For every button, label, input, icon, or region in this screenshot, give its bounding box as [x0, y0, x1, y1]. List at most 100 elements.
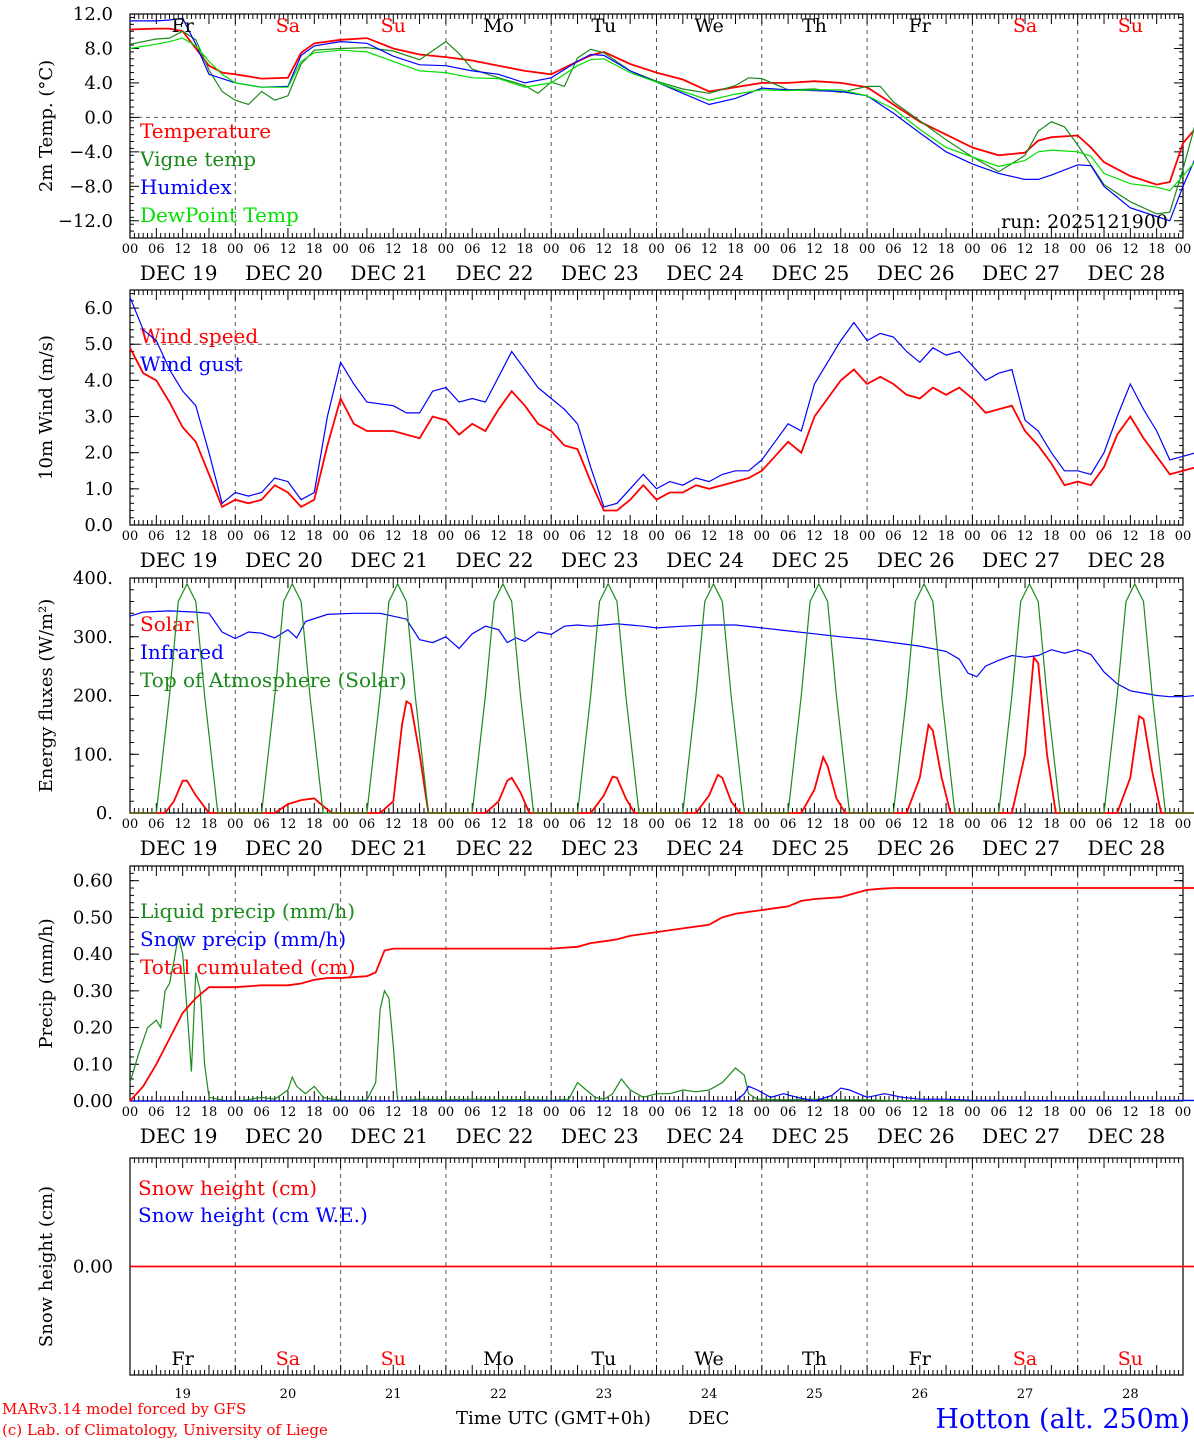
legend-entry: Solar — [140, 612, 194, 636]
y-tick-label: 300. — [73, 627, 113, 648]
date-label: DEC 20 — [245, 836, 323, 860]
hour-tick-label: 12 — [490, 529, 507, 544]
hour-tick-label: 06 — [464, 242, 481, 257]
y-tick-label: 0.0 — [84, 107, 113, 128]
hour-tick-label: 00 — [543, 1105, 560, 1120]
hour-tick-label: 18 — [727, 242, 744, 257]
hour-tick-label: 12 — [1017, 817, 1034, 832]
hour-tick-label: 12 — [1122, 529, 1139, 544]
date-label: DEC 26 — [877, 261, 955, 285]
date-label: DEC 28 — [1087, 1124, 1165, 1148]
hour-tick-label: 06 — [253, 529, 270, 544]
hour-tick-label: 12 — [701, 242, 718, 257]
hour-tick-label: 00 — [859, 817, 876, 832]
y-tick-label: 0.20 — [73, 1018, 113, 1039]
hour-tick-label: 00 — [648, 1105, 665, 1120]
series-line-snow-precip-mm-h- — [130, 1085, 1194, 1102]
hour-tick-label: 12 — [385, 529, 402, 544]
y-tick-label: 1.0 — [84, 479, 113, 500]
y-axis-label: Precip (mm/h) — [36, 918, 57, 1048]
weekday-label: Th — [802, 1348, 827, 1370]
hour-tick-label: 00 — [648, 817, 665, 832]
y-tick-label: 12.0 — [73, 4, 113, 25]
y-tick-label: 4.0 — [84, 370, 113, 391]
hour-tick-label: 06 — [148, 817, 165, 832]
legend-entry: Top of Atmosphere (Solar) — [140, 668, 407, 692]
day-number-label: 20 — [280, 1387, 297, 1402]
weekday-label: Su — [1118, 15, 1143, 37]
hour-tick-label: 06 — [359, 242, 376, 257]
hour-tick-label: 18 — [201, 1105, 218, 1120]
date-label: DEC 25 — [772, 836, 850, 860]
y-tick-label: 0.10 — [73, 1054, 113, 1075]
hour-tick-label: 00 — [1069, 817, 1086, 832]
hour-tick-label: 12 — [1122, 242, 1139, 257]
hour-tick-label: 00 — [859, 529, 876, 544]
date-label: DEC 24 — [666, 261, 744, 285]
hour-tick-label: 06 — [359, 817, 376, 832]
legend-entry: Liquid precip (mm/h) — [140, 899, 355, 923]
hour-tick-label: 12 — [911, 1105, 928, 1120]
hour-tick-label: 00 — [438, 242, 455, 257]
hour-tick-label: 12 — [385, 242, 402, 257]
hour-tick-label: 18 — [517, 817, 534, 832]
y-axis-label: Energy fluxes (W/m²) — [36, 599, 57, 793]
hour-tick-label: 12 — [490, 817, 507, 832]
y-axis-label: 10m Wind (m/s) — [36, 335, 57, 480]
series-line-top-of-atmosphere-solar- — [130, 582, 1194, 814]
series-line-vigne-temp — [129, 30, 1194, 215]
hour-tick-label: 00 — [543, 242, 560, 257]
hour-tick-label: 06 — [990, 1105, 1007, 1120]
date-label: DEC 28 — [1087, 261, 1165, 285]
hour-tick-label: 12 — [806, 529, 823, 544]
date-label: DEC 25 — [772, 1124, 850, 1148]
series-line-solar — [130, 654, 1194, 814]
legend-entry: DewPoint Temp — [140, 203, 299, 227]
legend-entry: Snow height (cm) — [138, 1176, 317, 1200]
hour-tick-label: 06 — [675, 242, 692, 257]
weekday-label: Sa — [276, 15, 300, 37]
hour-tick-label: 06 — [990, 529, 1007, 544]
y-axis-label: Snow height (cm) — [36, 1186, 57, 1347]
hour-tick-label: 12 — [1017, 242, 1034, 257]
hour-tick-label: 18 — [411, 529, 428, 544]
date-label: DEC 20 — [245, 261, 323, 285]
weekday-label: Su — [381, 15, 406, 37]
hour-tick-label: 12 — [911, 242, 928, 257]
hour-tick-label: 12 — [385, 817, 402, 832]
series-line-humidex — [130, 17, 1194, 222]
hour-tick-label: 06 — [569, 529, 586, 544]
weekday-label: Fr — [172, 1348, 195, 1370]
hour-tick-label: 00 — [1069, 529, 1086, 544]
hour-tick-label: 06 — [464, 1105, 481, 1120]
legend-entry: Vigne temp — [139, 147, 256, 171]
hour-tick-label: 18 — [938, 817, 955, 832]
weekday-label: Tu — [591, 1348, 616, 1370]
hour-tick-label: 00 — [227, 1105, 244, 1120]
weekday-label: Mo — [483, 1348, 514, 1370]
hour-tick-label: 18 — [306, 242, 323, 257]
legend-entry: Snow precip (mm/h) — [140, 927, 346, 951]
hour-tick-label: 00 — [543, 817, 560, 832]
series-line-wind-speed — [129, 347, 1194, 512]
legend-entry: Humidex — [140, 175, 232, 199]
hour-tick-label: 06 — [780, 242, 797, 257]
hour-tick-label: 00 — [754, 1105, 771, 1120]
hour-tick-label: 06 — [253, 242, 270, 257]
hour-tick-label: 18 — [1043, 1105, 1060, 1120]
date-label: DEC 22 — [456, 548, 534, 572]
legend-entry: Wind speed — [140, 324, 258, 348]
hour-tick-label: 06 — [1096, 1105, 1113, 1120]
hour-tick-label: 00 — [227, 242, 244, 257]
hour-tick-label: 18 — [1148, 242, 1165, 257]
date-label: DEC 24 — [666, 548, 744, 572]
day-number-label: 25 — [806, 1387, 823, 1402]
hour-tick-label: 12 — [806, 817, 823, 832]
day-number-label: 21 — [385, 1387, 402, 1402]
hour-tick-label: 12 — [596, 817, 613, 832]
date-label: DEC 26 — [877, 836, 955, 860]
hour-tick-label: 18 — [622, 242, 639, 257]
date-label: DEC 21 — [350, 1124, 428, 1148]
date-label: DEC 20 — [245, 548, 323, 572]
